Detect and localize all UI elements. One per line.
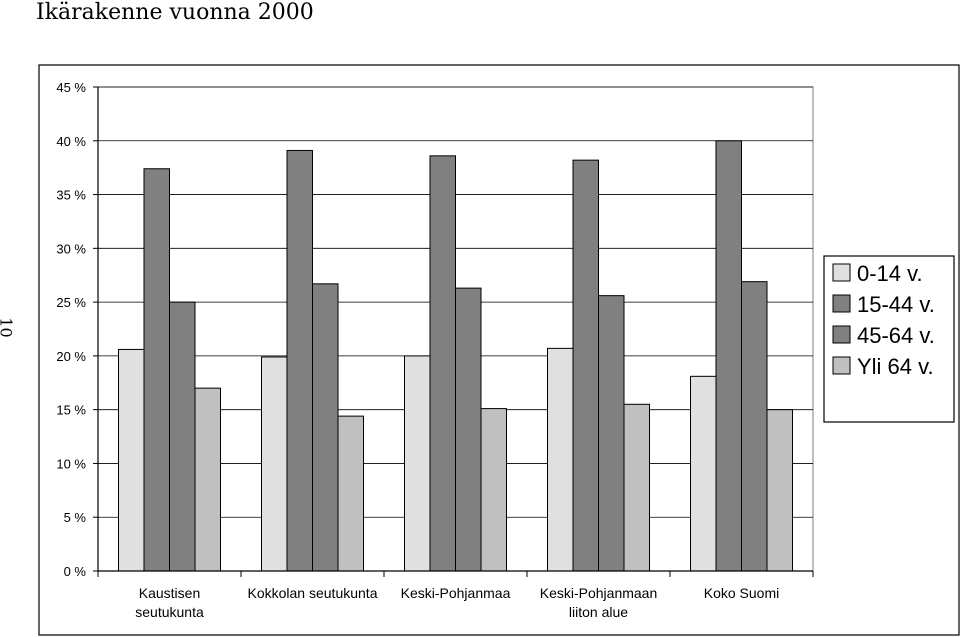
legend-label: 45-64 v.: [857, 323, 935, 348]
x-tick-label: Kaustisen: [139, 585, 200, 601]
bar: [547, 347, 574, 572]
bar: [194, 387, 221, 572]
bar: [598, 295, 625, 572]
bar: [429, 155, 456, 572]
y-tick-label: 45 %: [56, 80, 86, 95]
legend-swatch: [832, 263, 851, 282]
bar: [143, 168, 170, 572]
bar: [261, 356, 288, 572]
y-tick-label: 20 %: [56, 349, 86, 364]
y-tick-label: 35 %: [56, 188, 86, 203]
bar: [690, 375, 717, 572]
bar: [715, 140, 742, 572]
page-title: Ikärakenne vuonna 2000: [36, 0, 314, 25]
y-tick-label: 5 %: [64, 510, 87, 525]
x-tick-label: liiton alue: [569, 604, 628, 620]
bar: [623, 403, 650, 572]
legend-label: 15-44 v.: [857, 292, 935, 317]
bar: [337, 415, 364, 572]
bar: [480, 408, 507, 572]
x-tick-label: Keski-Pohjanmaa: [401, 585, 511, 601]
y-tick-label: 25 %: [56, 295, 86, 310]
legend-swatch: [832, 325, 851, 344]
y-tick-label: 15 %: [56, 403, 86, 418]
bar: [286, 149, 313, 572]
bar: [455, 287, 482, 572]
x-tick-label: Koko Suomi: [704, 585, 779, 601]
x-tick-label: seutukunta: [135, 604, 204, 620]
bar: [118, 348, 145, 572]
bar: [766, 409, 793, 572]
x-tick-label: Keski-Pohjanmaan: [540, 585, 658, 601]
bar: [572, 159, 599, 572]
bar: [404, 355, 431, 572]
bar: [312, 283, 339, 572]
legend-label: Yli 64 v.: [857, 354, 934, 379]
legend-label: 0-14 v.: [857, 261, 923, 286]
y-tick-label: 40 %: [56, 134, 86, 149]
y-tick-label: 0 %: [64, 564, 87, 579]
x-tick-label: Kokkolan seutukunta: [248, 585, 378, 601]
legend-swatch: [832, 294, 851, 313]
bar: [169, 301, 196, 572]
y-tick-label: 10 %: [56, 456, 86, 471]
bar: [741, 281, 768, 572]
y-tick-label: 30 %: [56, 241, 86, 256]
legend-swatch: [832, 356, 851, 375]
